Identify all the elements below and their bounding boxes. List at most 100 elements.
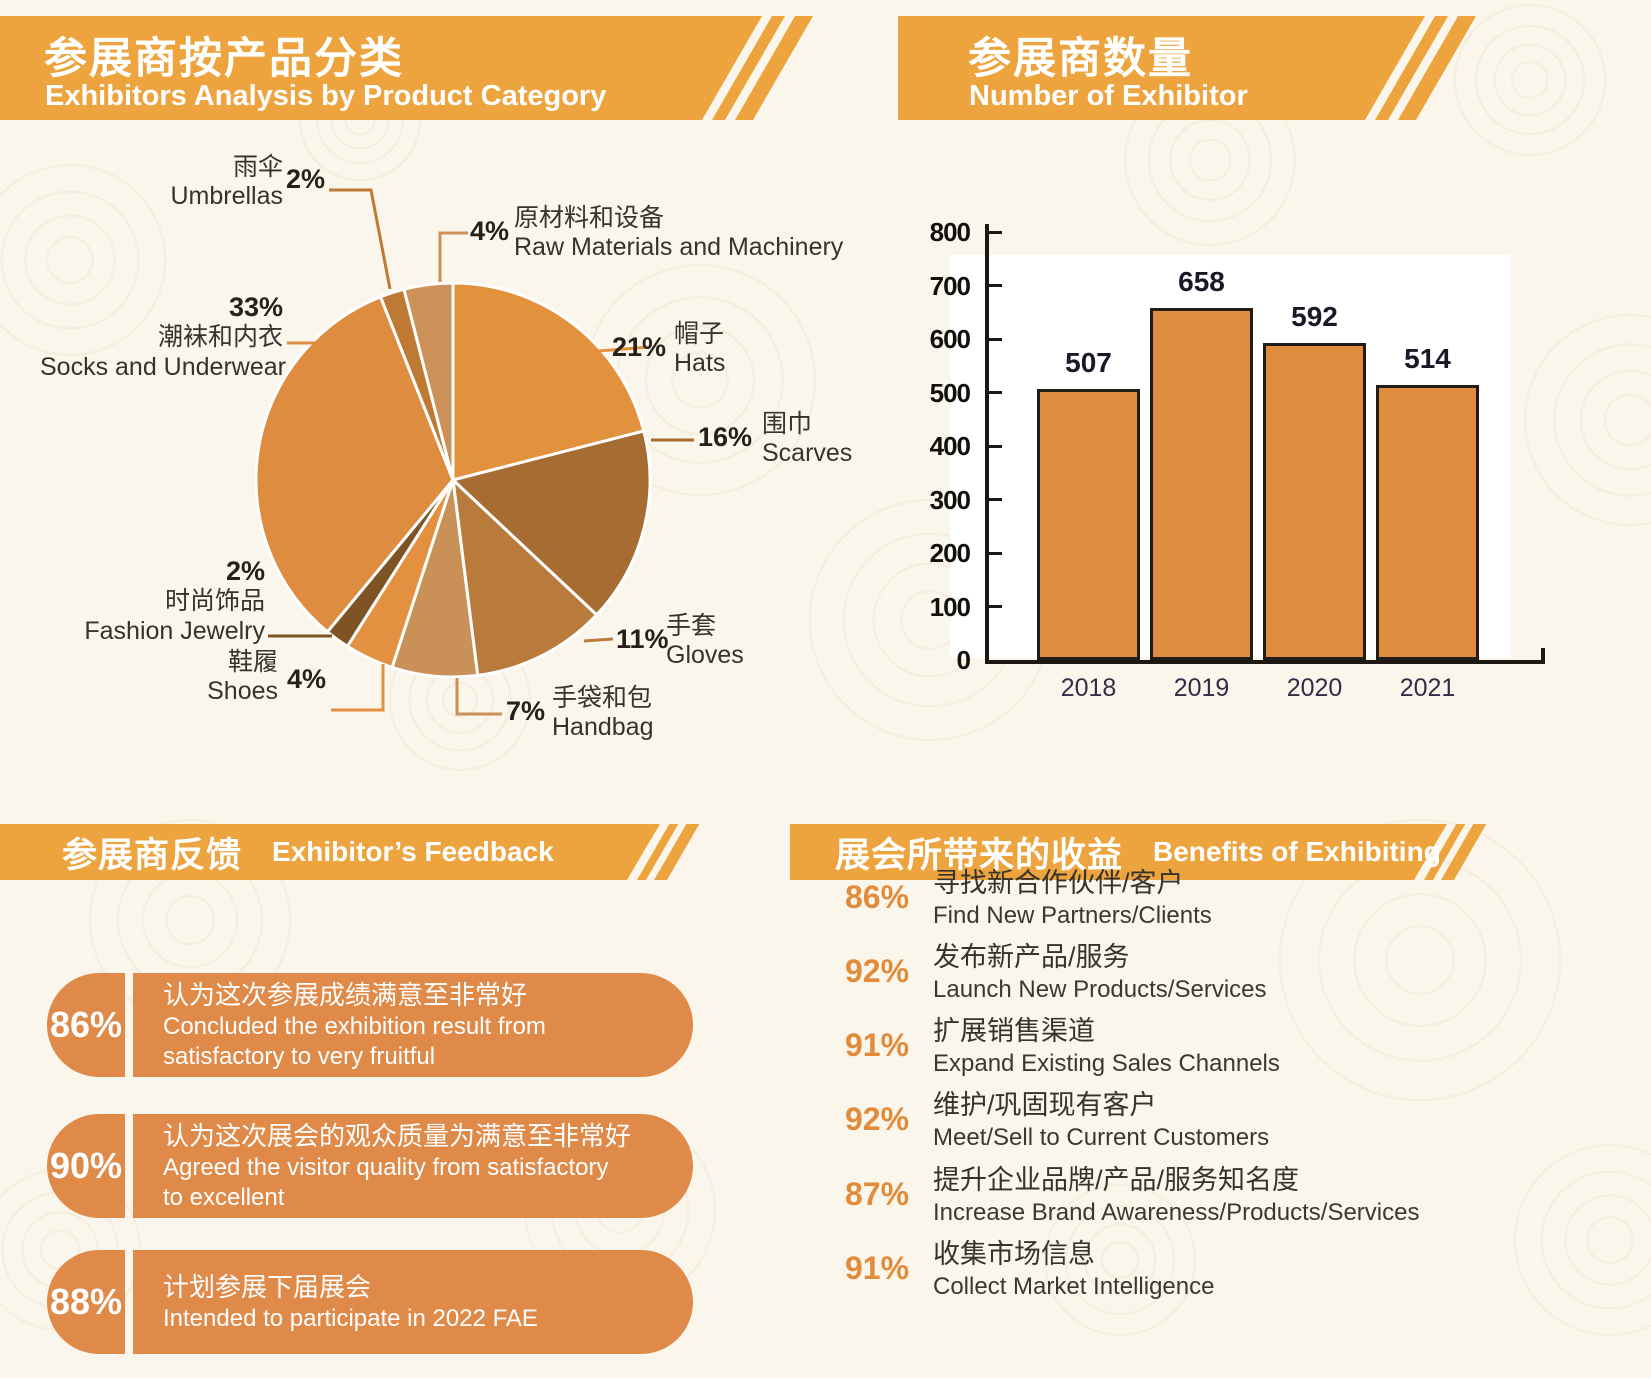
benefit-text-zh: 寻找新合作伙伴/客户 — [933, 868, 1184, 898]
bar-value-label: 592 — [1291, 301, 1338, 333]
pie-leader-line — [438, 231, 468, 282]
pie-label-en: Raw Materials and Machinery — [514, 233, 844, 261]
pie-slice-socks-and-underwear — [254, 295, 455, 634]
x-axis-category-label: 2018 — [1060, 674, 1117, 702]
feedback-item: 86% 认为这次参展成绩满意至非常好 Concluded the exhibit… — [47, 973, 693, 1077]
y-axis-tick — [989, 284, 1002, 287]
bar-2019 — [1150, 307, 1253, 660]
feedback-text-zh: 认为这次参展成绩满意至非常好 — [163, 979, 528, 1010]
pie-leader-line — [597, 345, 651, 353]
pie-pct-socks: 33% — [228, 292, 283, 322]
pie-pct-scarves: 16% — [698, 422, 753, 452]
pie-slice-scarves — [451, 429, 652, 617]
pie-pct-handbag: 7% — [506, 696, 546, 726]
benefit-text-zh: 维护/巩固现有客户 — [933, 1090, 1157, 1120]
pie-label-en: Socks and Underwear — [40, 353, 286, 381]
x-axis — [985, 660, 1545, 664]
feedback-text-zh: 计划参展下届展会 — [163, 1271, 372, 1302]
feedback-text-en: Agreed the visitor quality from satisfac… — [163, 1153, 609, 1211]
bar-value-label: 658 — [1178, 265, 1225, 297]
pie-section-title-zh: 参展商按产品分类 — [44, 35, 404, 83]
y-axis-label: 0 — [956, 645, 971, 675]
pie-label-en: Fashion Jewelry — [84, 617, 265, 645]
feedback-percentage: 88% — [47, 1250, 125, 1354]
pie-label-zh: 围巾 — [762, 410, 813, 438]
feedback-item: 88% 计划参展下届展会 Intended to participate in … — [47, 1250, 693, 1354]
pie-label-gloves: 手套 Gloves — [666, 612, 744, 670]
benefit-percentage: 92% — [845, 953, 910, 989]
feedback-text-zh: 认为这次展会的观众质量为满意至非常好 — [163, 1120, 632, 1151]
y-axis-label: 100 — [929, 591, 971, 622]
feedback-text: 认为这次参展成绩满意至非常好 Concluded the exhibition … — [133, 973, 693, 1077]
benefits-title-en: Benefits of Exhibiting — [1153, 836, 1441, 867]
banner-band — [898, 16, 1425, 120]
pie-label-fashion-jewelry: 2% 时尚饰品 Fashion Jewelry — [58, 556, 265, 646]
benefit-text-en: Launch New Products/Services — [933, 976, 1267, 1003]
bar-value-label: 514 — [1404, 343, 1451, 374]
pie-label-socks: 33% 潮袜和内衣 Socks and Underwear — [40, 292, 286, 382]
feedback-text: 认为这次展会的观众质量为满意至非常好 Agreed the visitor qu… — [133, 1114, 693, 1218]
banner-band — [790, 824, 1447, 880]
pie-label-handbag: 手袋和包 Handbag — [552, 684, 653, 742]
pie-leader-line — [329, 188, 392, 290]
benefit-text: 扩展销售渠道 Expand Existing Sales Channels — [933, 1014, 1565, 1079]
benefit-text: 维护/巩固现有客户 Meet/Sell to Current Customers — [933, 1088, 1565, 1153]
y-axis-label: 400 — [929, 431, 971, 461]
y-axis-label: 500 — [929, 377, 971, 408]
pie-pct-hats: 21% — [612, 332, 667, 362]
pie-slice-raw-materials-and-machinery — [402, 281, 455, 482]
pie-label-hats: 帽子 Hats — [674, 320, 725, 378]
benefit-text-en: Collect Market Intelligence — [933, 1273, 1215, 1300]
banner-benefits: 展会所带来的收益 Benefits of Exhibiting — [790, 824, 1510, 880]
banner-number-of-exhibitor: 参展商数量 Number of Exhibitor — [898, 16, 1498, 120]
pie-slice-hats — [451, 281, 646, 482]
benefit-item: 86% 寻找新合作伙伴/客户 Find New Partners/Clients — [845, 866, 1565, 931]
benefit-text-en: Expand Existing Sales Channels — [933, 1050, 1280, 1077]
bar-chart-figure: 0 100 200 300 400 500 600 700 800 507 2018 658 2019 5… — [900, 205, 1580, 715]
y-axis-tick — [989, 551, 1002, 555]
bar-section-title-zh: 参展商数量 — [968, 35, 1193, 83]
pie-label-en: Shoes — [207, 677, 278, 705]
pie-pct-umbrellas: 2% — [286, 164, 326, 194]
bar-section-title-en: Number of Exhibitor — [969, 80, 1248, 112]
pie-label-en: Gloves — [666, 641, 744, 669]
benefit-item: 92% 发布新产品/服务 Launch New Products/Service… — [845, 940, 1565, 1005]
benefit-text: 收集市场信息 Collect Market Intelligence — [933, 1237, 1565, 1302]
feedback-percentage: 86% — [47, 973, 125, 1077]
pie-slice-gloves — [451, 478, 599, 677]
benefit-item: 87% 提升企业品牌/产品/服务知名度 Increase Brand Aware… — [845, 1163, 1565, 1228]
feedback-text-en: Intended to participate in 2022 FAE — [163, 1304, 538, 1332]
y-axis-tick — [989, 337, 1002, 341]
benefit-percentage: 86% — [845, 879, 910, 915]
benefit-percentage: 91% — [845, 1250, 910, 1286]
pie-label-zh: 时尚饰品 — [164, 587, 265, 615]
y-axis-tick — [989, 444, 1002, 448]
pie-label-umbrellas: 雨伞 Umbrellas — [100, 153, 283, 211]
y-axis-tick — [989, 605, 1002, 608]
pie-label-scarves: 围巾 Scarves — [762, 410, 852, 468]
bar-2021 — [1376, 385, 1479, 660]
x-axis-end-tick — [1541, 648, 1545, 662]
pie-label-raw-materials: 原材料和设备 Raw Materials and Machinery — [514, 204, 843, 262]
pie-pct-raw-materials: 4% — [470, 216, 510, 246]
pie-label-en: Hats — [674, 349, 726, 377]
pie-section-title-en: Exhibitors Analysis by Product Category — [45, 80, 607, 112]
benefit-text-en: Increase Brand Awareness/Products/Servic… — [933, 1199, 1420, 1226]
pie-chart — [254, 188, 694, 716]
benefits-section-title: 展会所带来的收益 Benefits of Exhibiting — [790, 824, 1441, 880]
benefit-percentage: 91% — [845, 1027, 910, 1063]
pie-label-shoes: 鞋履 Shoes — [150, 648, 278, 706]
pie-pct-shoes: 4% — [287, 664, 327, 694]
bar-2018 — [1037, 388, 1140, 660]
y-axis-label: 200 — [929, 538, 971, 568]
benefit-text: 寻找新合作伙伴/客户 Find New Partners/Clients — [933, 866, 1565, 931]
pie-label-zh: 雨伞 — [232, 153, 283, 181]
benefit-percentage: 87% — [845, 1176, 910, 1212]
pie-label-en: Handbag — [552, 713, 654, 741]
feedback-text: 计划参展下届展会 Intended to participate in 2022… — [133, 1250, 693, 1354]
pie-label-zh: 手套 — [666, 612, 717, 640]
pie-label-en: Scarves — [762, 439, 853, 467]
pie-label-zh: 手袋和包 — [552, 684, 653, 712]
pie-leader-line — [331, 664, 385, 712]
